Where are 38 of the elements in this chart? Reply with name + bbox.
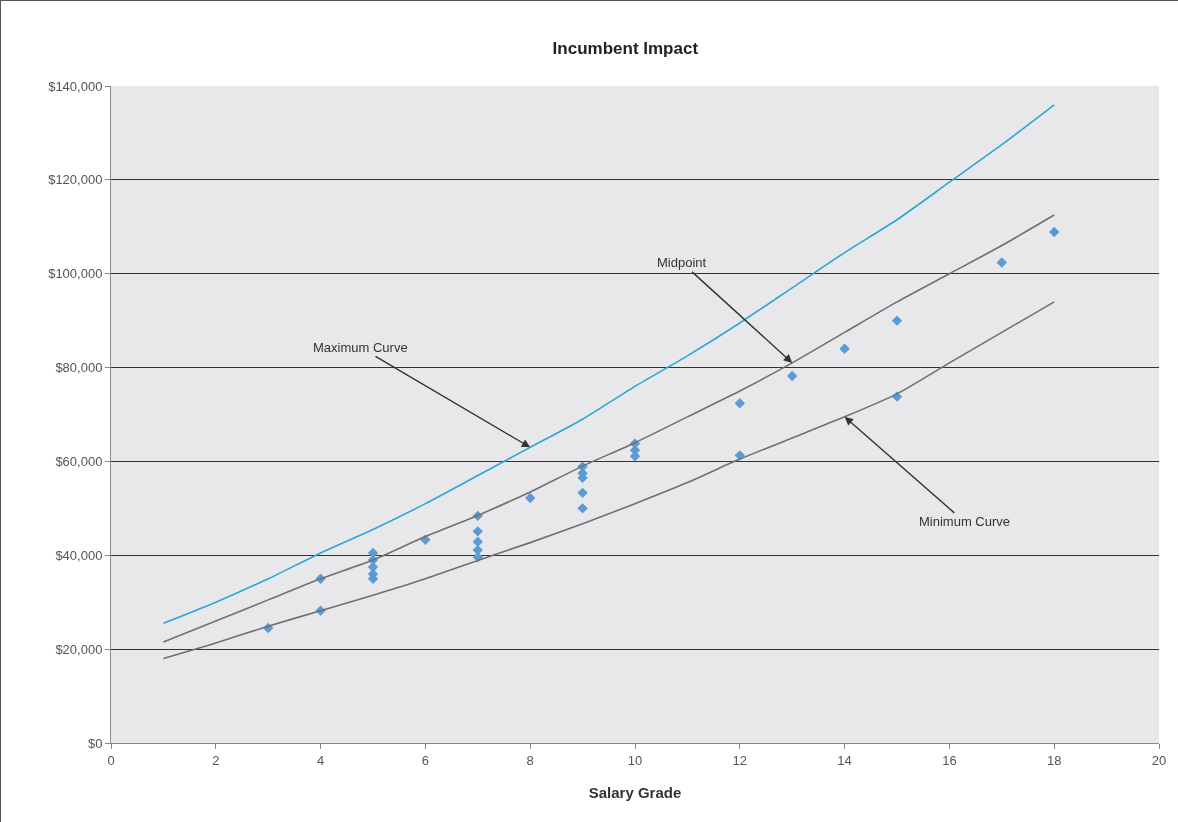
y-tick-label: $100,000: [48, 266, 103, 282]
annotation: Minimum Curve: [919, 514, 1011, 529]
point: [525, 492, 536, 504]
y-tick-label: $120,000: [48, 172, 103, 188]
x-tick-label: 14: [837, 752, 852, 768]
x-tick-label: 20: [1151, 752, 1167, 768]
point: [472, 526, 483, 537]
point: [787, 370, 798, 382]
x-tick-label: 4: [316, 752, 325, 768]
line-series: [162, 214, 1055, 643]
point: [577, 487, 588, 499]
x-tick-label: 12: [732, 752, 748, 768]
y-tick-label: $20,000: [55, 641, 103, 657]
point: [577, 503, 588, 514]
point: [472, 536, 483, 547]
line-series: [162, 103, 1055, 625]
annotation: Midpoint: [657, 255, 707, 270]
x-axis-title: Salary Grade: [588, 784, 682, 801]
y-tick-label: $40,000: [55, 547, 103, 563]
line-series: [162, 301, 1055, 660]
annotation: Maximum Curve: [313, 340, 408, 355]
x-tick-label: 18: [1046, 752, 1062, 768]
x-tick-label: 16: [942, 752, 957, 768]
x-tick-label: 6: [421, 752, 430, 768]
point: [996, 257, 1007, 268]
point: [839, 343, 850, 354]
x-tick-label: 2: [212, 752, 220, 768]
y-tick-label: $140,000: [48, 78, 103, 94]
point: [891, 315, 903, 326]
y-tick-label: $60,000: [55, 453, 103, 469]
x-tick-label: 8: [526, 752, 534, 768]
y-tick-label: $80,000: [55, 360, 103, 376]
point: [1049, 226, 1060, 238]
y-tick-label: $0: [87, 735, 103, 751]
point: [734, 398, 745, 409]
x-tick-label: 0: [107, 752, 115, 768]
chart-title: Incumbent Impact: [552, 39, 699, 58]
x-tick-label: 10: [627, 752, 643, 768]
